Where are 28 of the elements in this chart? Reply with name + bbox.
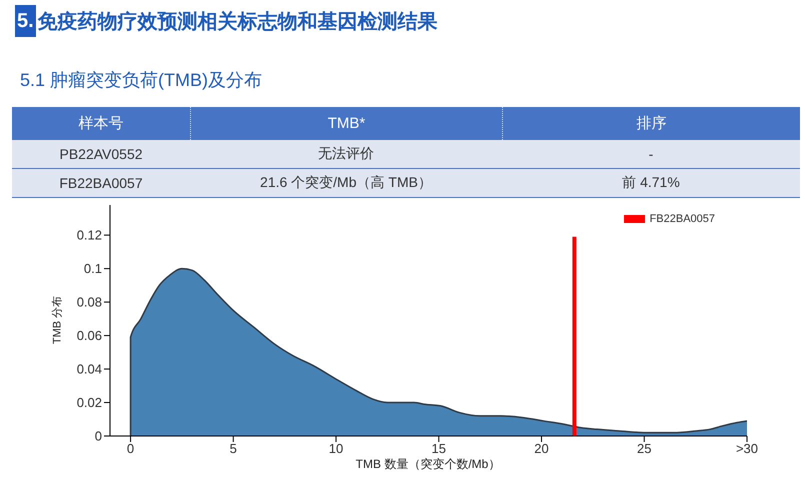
text: FB22BA0057 <box>58 174 144 193</box>
chart-subtitle: 5.1 肿瘤突变负荷(TMB)及分布 <box>20 69 262 92</box>
x-tick-label: 25 <box>637 441 652 456</box>
legend-label: FB22BA0057 <box>650 213 715 225</box>
y-tick-label: 0.04 <box>76 362 102 377</box>
text: PB22AV0552 <box>58 145 144 164</box>
x-tick-label: 15 <box>432 441 446 456</box>
x-tick-label: 5 <box>230 441 237 456</box>
y-tick-label: 0.12 <box>76 228 102 243</box>
x-tick-label: 0 <box>126 441 134 456</box>
y-tick-label: 0 <box>94 428 102 444</box>
y-tick-label: 0.1 <box>84 261 102 276</box>
text: TMB* <box>190 107 502 140</box>
text: 无法评价 <box>317 144 375 163</box>
x-tick-label: 20 <box>534 441 549 456</box>
text: 样本号 <box>78 114 124 134</box>
x-tick-label: >30 <box>736 441 758 456</box>
text: 21.6 个突变/Mb（高 TMB） <box>259 173 433 192</box>
y-tick-label: 0.02 <box>76 395 102 410</box>
y-axis-title: TMB 分布 <box>50 296 64 344</box>
text: - <box>648 145 654 164</box>
y-tick-label: 0.06 <box>76 328 102 344</box>
x-tick-label: 10 <box>328 441 344 456</box>
text: 排序 <box>502 107 800 140</box>
chart-title: 5. 免疫药物疗效预测相关标志物和基因检测结果 <box>16 9 438 34</box>
x-axis-title: TMB 数量（突变个数/Mb） <box>354 456 502 473</box>
y-tick-label: 0.08 <box>76 294 102 310</box>
text: 前 4.71% <box>621 173 681 192</box>
